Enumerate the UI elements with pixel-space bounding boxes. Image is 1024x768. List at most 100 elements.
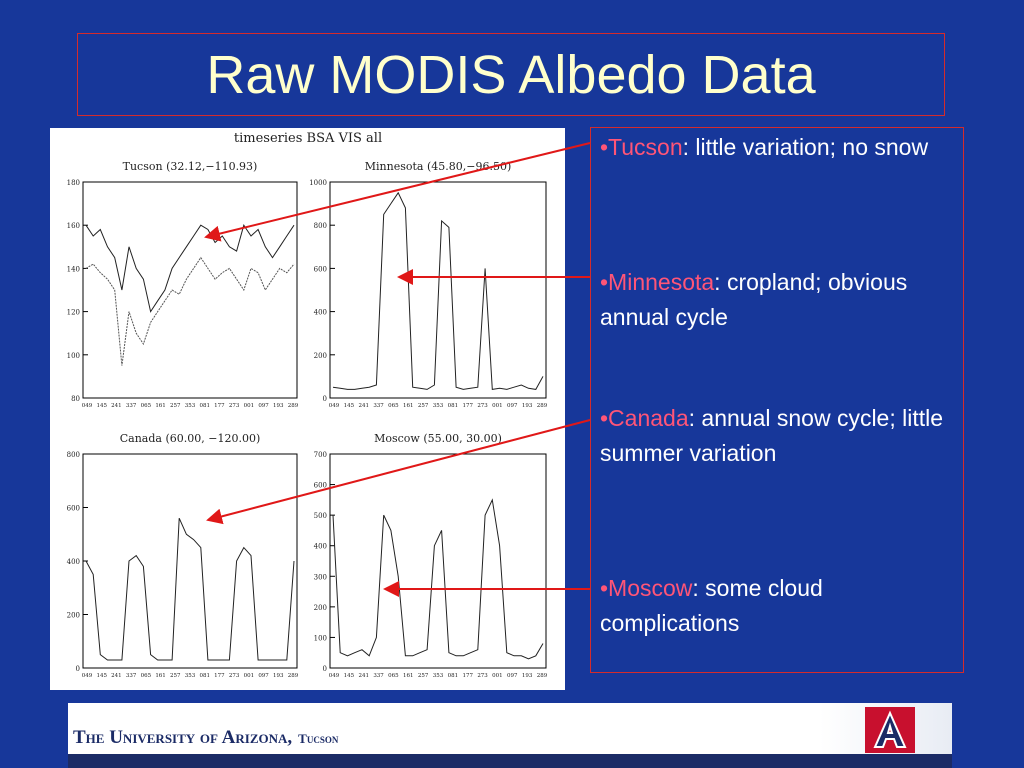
x-tick-label: 353	[185, 403, 196, 409]
bullet: •Minnesota: cropland; obvious annual cyc…	[600, 265, 950, 335]
plot-frame	[82, 181, 298, 399]
x-tick-label: 337	[373, 403, 384, 409]
y-tick-label: 140	[67, 265, 80, 273]
x-tick-label: 161	[155, 403, 166, 409]
y-tick-label: 600	[314, 265, 327, 273]
panel-title: Moscow (55.00, 30.00)	[374, 432, 502, 445]
x-tick-label: 257	[418, 403, 429, 409]
series-line	[332, 191, 544, 390]
x-tick-label: 241	[358, 673, 369, 679]
y-tick-label: 400	[67, 558, 80, 566]
series-line	[85, 224, 295, 313]
x-tick-label: 065	[141, 673, 152, 679]
y-tick-label: 80	[71, 395, 80, 403]
bullet-box: •Tucson: little variation; no snow •Minn…	[590, 127, 964, 673]
y-tick-label: 160	[67, 222, 80, 230]
slide-title: Raw MODIS Albedo Data	[206, 45, 816, 105]
series-line	[332, 498, 544, 660]
x-tick-label: 289	[288, 673, 299, 679]
bullet-text: : little variation; no snow	[682, 134, 929, 160]
x-tick-label: 241	[111, 403, 122, 409]
figure: timeseries BSA VIS all Tucson (32.12,−11…	[50, 128, 565, 690]
x-tick-label: 161	[403, 403, 414, 409]
bullet-label: •Moscow	[600, 575, 693, 601]
x-tick-label: 097	[507, 673, 518, 679]
y-tick-label: 200	[314, 604, 327, 612]
y-tick-label: 180	[67, 179, 80, 187]
x-tick-label: 337	[373, 673, 384, 679]
x-tick-label: 049	[82, 403, 93, 409]
x-tick-label: 241	[111, 673, 122, 679]
y-tick-label: 200	[67, 612, 80, 620]
x-tick-label: 273	[477, 403, 488, 409]
bullet: •Canada: annual snow cycle; little summe…	[600, 401, 950, 471]
series-line	[85, 517, 295, 661]
x-tick-label: 273	[477, 673, 488, 679]
x-tick-label: 145	[96, 673, 107, 679]
x-tick-label: 353	[433, 673, 444, 679]
panel-title: Canada (60.00, −120.00)	[120, 432, 261, 445]
footer: The University of Arizona, Tucson	[68, 703, 952, 768]
x-tick-label: 177	[214, 673, 225, 679]
campus: Tucson	[298, 731, 339, 746]
logo	[865, 707, 915, 753]
x-tick-label: 081	[199, 403, 210, 409]
y-tick-label: 600	[67, 505, 80, 513]
y-tick-label: 1000	[309, 179, 327, 187]
y-tick-label: 0	[76, 665, 80, 673]
x-tick-label: 161	[403, 673, 414, 679]
y-tick-label: 600	[314, 482, 327, 490]
university: The University of Arizona,	[73, 727, 293, 748]
x-tick-label: 001	[492, 403, 503, 409]
arrow	[204, 142, 591, 242]
y-tick-label: 0	[323, 665, 327, 673]
bullet-label: •Minnesota	[600, 269, 715, 295]
y-tick-label: 400	[314, 543, 327, 551]
bullet-text: : annual snow cycle; little summer varia…	[600, 405, 944, 466]
y-tick-label: 800	[67, 451, 80, 459]
y-tick-label: 700	[314, 451, 327, 459]
x-tick-label: 289	[537, 673, 548, 679]
arrow	[206, 419, 591, 525]
x-tick-label: 337	[126, 403, 137, 409]
plot-frame	[329, 453, 547, 669]
x-tick-label: 145	[344, 403, 355, 409]
x-tick-label: 289	[537, 403, 548, 409]
title-box: Raw MODIS Albedo Data	[77, 33, 945, 116]
plot-frame	[329, 181, 547, 399]
x-tick-label: 193	[522, 673, 533, 679]
x-tick-label: 097	[507, 403, 518, 409]
x-tick-label: 273	[229, 673, 240, 679]
y-tick-label: 300	[314, 573, 327, 581]
x-tick-label: 177	[214, 403, 225, 409]
x-tick-label: 161	[155, 673, 166, 679]
x-tick-label: 289	[288, 403, 299, 409]
x-tick-label: 049	[329, 403, 340, 409]
x-tick-label: 273	[229, 403, 240, 409]
figure-title: timeseries BSA VIS all	[234, 131, 382, 146]
bullet-text: : cropland; obvious annual cycle	[600, 269, 908, 330]
x-tick-label: 145	[344, 673, 355, 679]
y-tick-label: 0	[323, 395, 327, 403]
x-tick-label: 193	[522, 403, 533, 409]
x-tick-label: 049	[329, 673, 340, 679]
x-tick-label: 193	[273, 403, 284, 409]
x-tick-label: 065	[141, 403, 152, 409]
x-tick-label: 353	[185, 673, 196, 679]
y-tick-label: 100	[314, 634, 327, 642]
panel-title: Minnesota (45.80,−96.50)	[365, 160, 511, 173]
x-tick-label: 177	[462, 403, 473, 409]
bullet-label: •Canada	[600, 405, 689, 431]
university-name: The University of Arizona, Tucson	[73, 727, 338, 749]
footer-strip	[68, 754, 952, 768]
y-tick-label: 500	[314, 512, 327, 520]
y-tick-label: 200	[314, 352, 327, 360]
x-tick-label: 353	[433, 403, 444, 409]
x-tick-label: 257	[418, 673, 429, 679]
bullet: •Moscow: some cloud complications	[600, 571, 950, 641]
x-tick-label: 241	[358, 403, 369, 409]
panel-title: Tucson (32.12,−110.93)	[123, 160, 258, 173]
x-tick-label: 177	[462, 673, 473, 679]
x-tick-label: 001	[244, 403, 255, 409]
